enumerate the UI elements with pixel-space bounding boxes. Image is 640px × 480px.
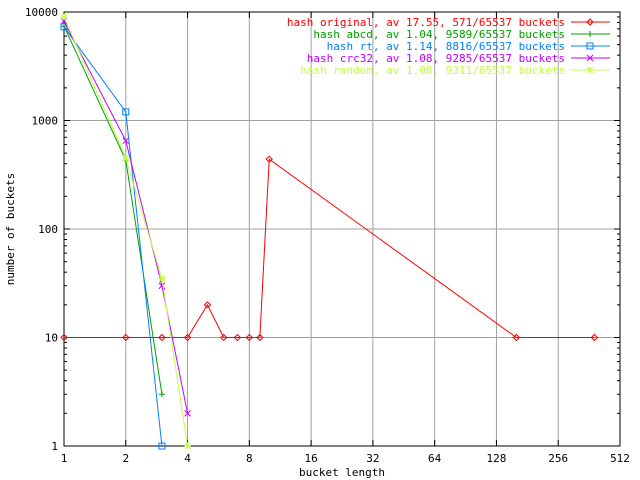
data-point — [184, 442, 191, 450]
x-tick-label: 16 — [304, 452, 317, 465]
y-tick-label: 100 — [38, 223, 58, 236]
legend: hash original, av 17.55, 571/65537 bucke… — [287, 16, 610, 77]
y-tick-label: 1000 — [32, 115, 59, 128]
y-tick-label: 10 — [45, 332, 58, 345]
axis-ticks: 1 2 4 8 16 32 64 128 256 512 1 10 100 1000 10000 — [25, 6, 630, 465]
legend-marker — [586, 42, 594, 50]
legend-item: hash original, av 17.55, 571/65537 bucke… — [287, 16, 610, 29]
data-point — [183, 333, 192, 342]
legend-item: hash random, av 1.08, 9311/65537 buckets — [300, 64, 610, 77]
data-point — [122, 137, 130, 145]
x-tick-label: 128 — [487, 452, 507, 465]
data-point — [122, 333, 130, 342]
legend-marker — [586, 66, 594, 74]
x-tick-label: 64 — [428, 452, 442, 465]
data-point — [122, 108, 130, 116]
data-point — [158, 442, 166, 450]
x-tick-label: 1 — [61, 452, 68, 465]
series-line — [63, 21, 189, 414]
legend-marker — [586, 18, 594, 26]
legend-label: hash rt, av 1.14, 8816/65537 buckets — [327, 40, 565, 53]
series-line — [63, 16, 189, 447]
legend-item: hash rt, av 1.14, 8816/65537 buckets — [327, 40, 610, 53]
y-axis-label: number of buckets — [4, 173, 17, 286]
data-point — [158, 275, 166, 282]
data-point — [60, 13, 68, 21]
y-tick-label: 1 — [51, 440, 58, 453]
data-point — [184, 409, 191, 417]
data-point — [245, 333, 254, 342]
legend-label: hash original, av 17.55, 571/65537 bucke… — [287, 16, 565, 29]
legend-marker — [587, 31, 593, 37]
y-tick-label: 10000 — [25, 6, 58, 19]
data-point — [233, 333, 242, 342]
legend-item: hash crc32, av 1.08, 9285/65537 buckets — [307, 52, 610, 65]
data-point — [590, 333, 599, 342]
legend-label: hash random, av 1.08, 9311/65537 buckets — [300, 64, 565, 77]
data-point — [158, 333, 166, 342]
data-point — [122, 154, 130, 162]
x-tick-label: 512 — [610, 452, 630, 465]
data-point — [203, 301, 212, 309]
x-tick-label: 256 — [548, 452, 568, 465]
legend-label: hash abcd, av 1.04, 9589/65537 buckets — [313, 28, 565, 41]
series-line — [63, 26, 163, 447]
series-1 — [60, 155, 599, 342]
x-axis-label: bucket length — [299, 466, 385, 479]
data-point — [512, 333, 521, 342]
series-2 — [61, 23, 165, 398]
series-line — [63, 25, 163, 395]
series-line — [64, 158, 595, 338]
series-group — [60, 13, 599, 450]
data-point — [256, 333, 264, 342]
x-tick-label: 8 — [246, 452, 253, 465]
legend-label: hash crc32, av 1.08, 9285/65537 buckets — [307, 52, 565, 65]
series-5 — [60, 13, 191, 450]
data-point — [60, 333, 68, 342]
legend-item: hash abcd, av 1.04, 9589/65537 buckets — [313, 28, 610, 41]
data-point — [158, 391, 165, 398]
data-point — [158, 282, 166, 290]
grid — [64, 12, 620, 446]
data-point — [265, 155, 273, 163]
x-tick-label: 2 — [122, 452, 129, 465]
legend-marker — [586, 54, 594, 62]
x-tick-label: 4 — [184, 452, 191, 465]
x-tick-label: 32 — [366, 452, 379, 465]
data-point — [219, 333, 228, 342]
